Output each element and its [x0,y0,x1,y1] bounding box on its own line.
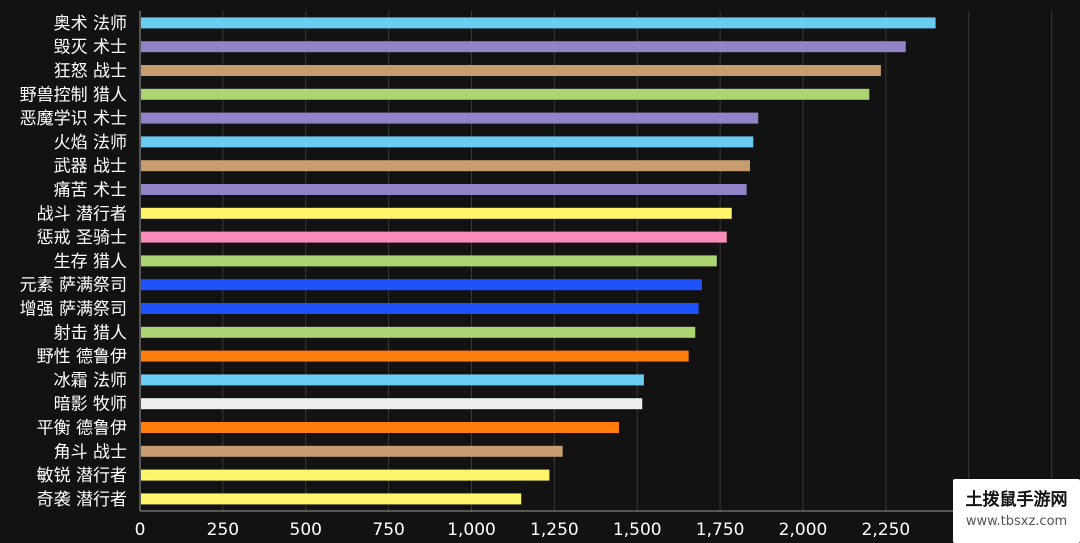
x-tick-label: 2,250 [862,520,911,540]
category-label: 惩戒 圣骑士 [37,228,127,248]
bar [141,398,643,410]
category-label: 射击 猎人 [54,323,127,343]
category-label: 毁灭 术士 [54,38,127,58]
bar [141,374,644,386]
category-label: 火焰 法师 [54,133,127,153]
category-label: 战斗 潜行者 [37,204,127,224]
bar [141,88,870,100]
bar [141,207,732,219]
category-label: 敏锐 潜行者 [37,466,127,486]
category-label: 冰霜 法师 [54,371,127,391]
x-tick-label: 1,500 [613,520,662,540]
category-label: 痛苦 术士 [54,181,127,201]
category-label: 角斗 战士 [54,442,127,462]
x-tick-label: 1,750 [696,520,745,540]
category-label: 暗影 牧师 [54,395,127,415]
x-tick-label: 250 [207,520,239,540]
category-label: 奇袭 潜行者 [37,490,127,510]
x-tick-label: 2,000 [779,520,828,540]
bar [141,136,754,148]
category-label: 平衡 德鲁伊 [37,419,127,439]
category-label: 增强 萨满祭司 [20,300,127,320]
bar [141,255,717,267]
bar [141,350,689,362]
bar [141,422,620,433]
bar [141,184,747,195]
category-label: 野性 德鲁伊 [37,347,127,367]
x-tick-label: 500 [290,520,322,540]
category-label: 元素 萨满祭司 [20,276,127,296]
category-label: 武器 战士 [54,157,127,177]
bar [141,279,702,291]
category-label: 狂怒 战士 [54,62,127,82]
bar [141,326,696,338]
bar [141,17,936,29]
bar [141,445,563,457]
bar [141,65,881,76]
bar [141,231,727,243]
category-label: 奥术 法师 [54,14,127,34]
bar [141,160,750,172]
bar [141,112,759,124]
category-label: 野兽控制 猎人 [20,85,127,105]
category-label: 生存 猎人 [54,252,127,272]
bar [141,41,906,53]
bar [141,303,699,314]
watermark-title: 土拨鼠手游网 [965,490,1068,510]
category-label: 恶魔学识 术士 [20,109,127,129]
watermark-logo: 土拨鼠手游网 www.tbsxz.com [953,479,1080,543]
x-tick-label: 0 [135,520,146,540]
bar [141,469,550,481]
watermark-url: www.tbsxz.com [965,514,1068,529]
x-tick-label: 1,000 [447,520,496,540]
bar [141,493,522,505]
x-tick-label: 750 [372,520,404,540]
x-tick-label: 1,250 [530,520,579,540]
